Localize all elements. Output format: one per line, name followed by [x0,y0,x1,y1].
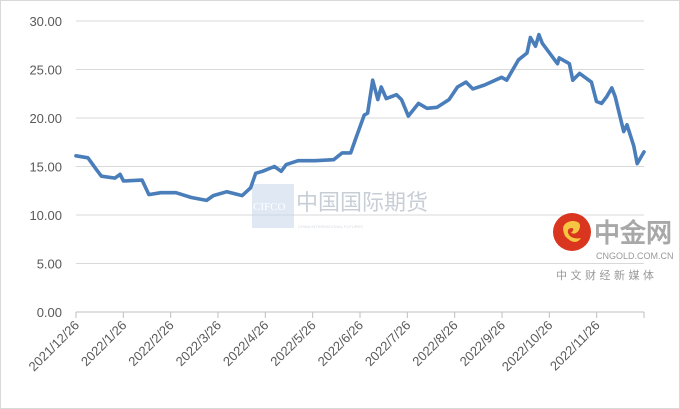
cngold-chinese: 中金网 [594,218,672,249]
cifco-english: CHINA INTERNATIONAL FUTURES [298,224,363,229]
x-tick-label: 2021/12/26 [25,318,82,375]
x-tick-label: 2022/6/26 [315,318,367,370]
y-tick-label: 10.00 [29,208,62,223]
x-tick-label: 2022/5/26 [267,318,319,370]
cifco-chinese: 中国国际期货 [296,191,428,216]
cngold-logo-swirl [563,221,581,243]
y-tick-label: 25.00 [29,63,62,78]
x-tick-label: 2022/3/26 [173,318,225,370]
y-axis: 0.00 5.00 10.00 15.00 20.00 25.00 30.00 [29,14,62,320]
y-tick-label: 20.00 [29,111,62,126]
x-tick-label: 2022/4/26 [220,318,272,370]
series-line [74,32,646,203]
cngold-tagline: 中 文 财 经 新 媒 体 [556,268,654,282]
cngold-domain: CNGOLD.COM.CN [596,251,674,261]
x-tick-label: 2022/1/26 [78,318,130,370]
x-tick-label: 2022/8/26 [409,318,461,370]
x-tick-labels: 2021/12/262022/1/262022/2/262022/3/26202… [25,318,602,375]
cngold-watermark: 中金网 CNGOLD.COM.CN 中 文 财 经 新 媒 体 [553,213,674,282]
cifco-latin: CIFCO [253,201,285,213]
x-tick-label: 2022/2/26 [125,318,177,370]
cifco-logo-block [252,184,294,228]
y-tick-label: 5.00 [37,257,62,272]
x-tick-label: 2022/7/26 [362,318,414,370]
y-tick-label: 30.00 [29,14,62,29]
cifco-watermark: CIFCO 中国国际期货 CHINA INTERNATIONAL FUTURES [252,184,428,229]
x-tick-label: 2022/11/26 [547,318,603,374]
y-tick-label: 15.00 [29,160,62,175]
x-tick-label: 2022/10/26 [499,318,556,375]
x-axis [75,312,645,318]
y-tick-label: 0.00 [37,305,62,320]
